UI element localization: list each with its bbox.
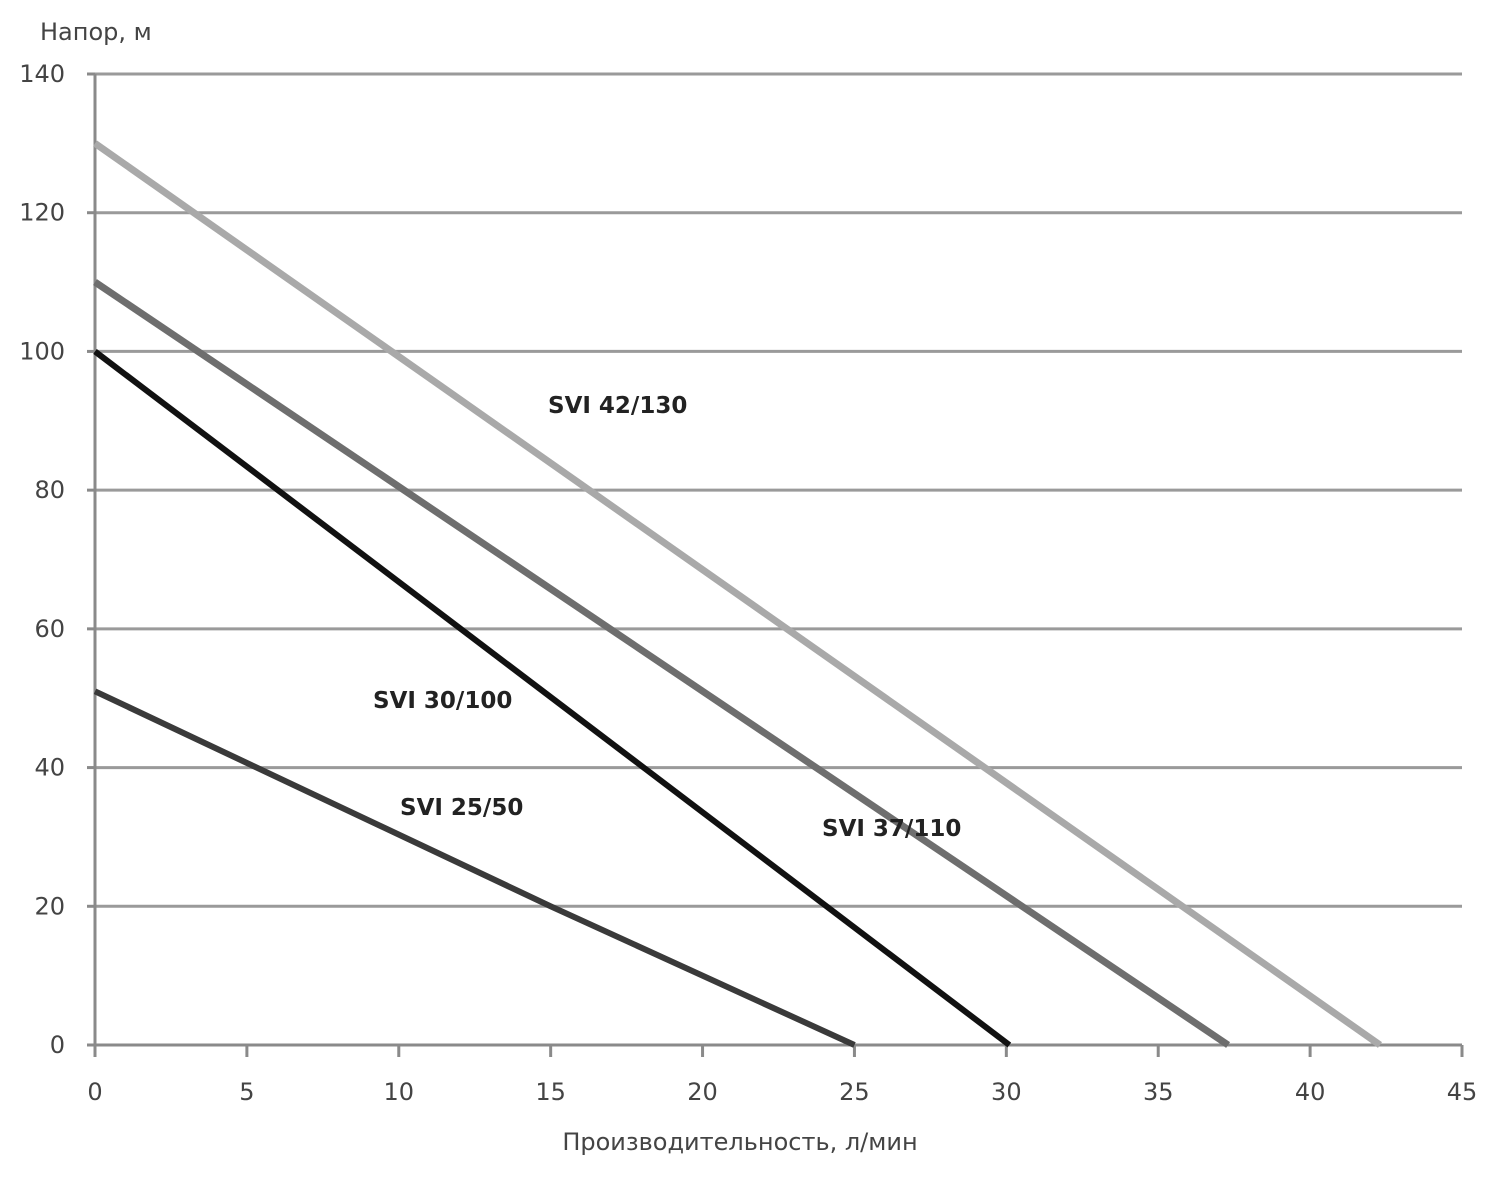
- x-tick-labels: 0 5 10 15 20 25 30 35 40 45: [87, 1078, 1477, 1106]
- y-tick-label-0: 0: [50, 1031, 65, 1059]
- y-tick-label-120: 120: [19, 199, 65, 227]
- x-tick-label-45: 45: [1447, 1078, 1478, 1106]
- y-tick-label-40: 40: [34, 754, 65, 782]
- y-axis-title: Напор, м: [40, 18, 152, 46]
- y-tick-label-60: 60: [34, 615, 65, 643]
- x-tick-label-40: 40: [1295, 1078, 1326, 1106]
- y-tick-labels: 0 20 40 60 80 100 120 140: [19, 60, 65, 1059]
- grid-lines: [95, 72, 1462, 908]
- x-tick-label-35: 35: [1143, 1078, 1174, 1106]
- series-lines: [92, 140, 1382, 1048]
- series-line-svi-42-130: [92, 140, 1382, 1048]
- y-tick-label-100: 100: [19, 337, 65, 365]
- x-tick-label-30: 30: [991, 1078, 1022, 1106]
- series-label-svi-30-100: SVI 30/100: [373, 688, 512, 714]
- y-tick-label-20: 20: [34, 892, 65, 920]
- x-tick-label-5: 5: [239, 1078, 254, 1106]
- series-labels: SVI 42/130 SVI 37/110 SVI 30/100 SVI 25/50: [373, 393, 961, 842]
- series-label-svi-42-130: SVI 42/130: [548, 393, 687, 419]
- x-tick-label-15: 15: [535, 1078, 566, 1106]
- x-tick-label-10: 10: [384, 1078, 415, 1106]
- x-tick-label-0: 0: [87, 1078, 102, 1106]
- series-label-svi-37-110: SVI 37/110: [822, 816, 961, 842]
- x-tick-label-25: 25: [839, 1078, 870, 1106]
- x-tick-label-20: 20: [687, 1078, 718, 1106]
- series-label-svi-25-50: SVI 25/50: [400, 795, 523, 821]
- y-tick-label-140: 140: [19, 60, 65, 88]
- x-axis-title: Производительность, л/мин: [562, 1128, 917, 1156]
- series-line-svi-30-100: [93, 349, 1012, 1048]
- axes: [87, 72, 1464, 1057]
- series-line-svi-25-50: [93, 688, 856, 1048]
- series-line-svi-37-110: [93, 279, 1231, 1048]
- y-tick-label-80: 80: [34, 476, 65, 504]
